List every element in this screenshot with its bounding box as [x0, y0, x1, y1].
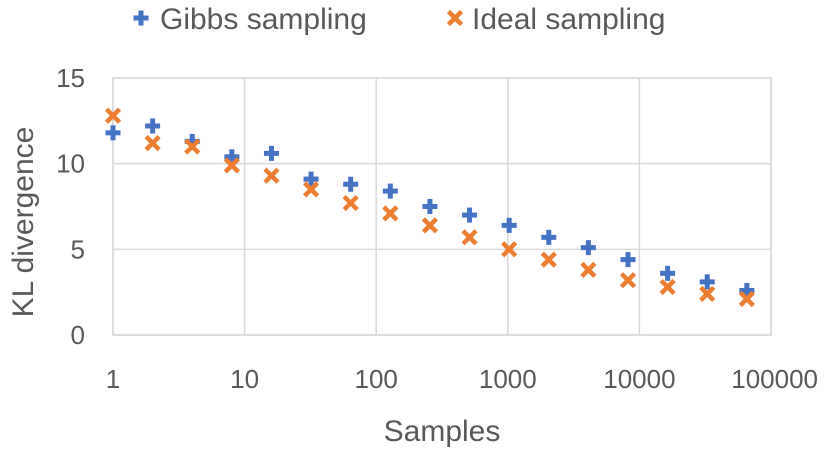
- gibbs-point: [224, 149, 240, 165]
- gibbs-point: [422, 199, 438, 214]
- legend: Gibbs sampling Ideal sampling: [133, 3, 665, 36]
- gibbs-point: [343, 176, 359, 192]
- gibbs-point: [462, 207, 478, 223]
- ideal-point: [263, 167, 280, 184]
- plot-area-border: [112, 77, 772, 336]
- gridlines: [112, 77, 772, 336]
- x-tick-label: 100: [355, 364, 398, 394]
- ideal-point: [421, 217, 439, 234]
- gibbs-point: [699, 274, 715, 290]
- legend-plus-icon: [133, 10, 149, 26]
- legend-item-gibbs: Gibbs sampling: [133, 3, 367, 36]
- x-tick-label: 1000: [479, 364, 537, 394]
- ideal-point: [104, 107, 122, 124]
- ideal-point: [659, 278, 676, 296]
- legend-x-icon: [446, 9, 464, 27]
- x-tick-label: 1: [106, 364, 120, 394]
- ideal-point: [501, 241, 518, 258]
- legend-label: Ideal sampling: [472, 3, 665, 36]
- gibbs-point: [145, 118, 161, 134]
- gibbs-point: [501, 217, 517, 233]
- gibbs-point: [303, 171, 319, 187]
- ideal-point: [738, 290, 755, 308]
- ideal-point: [184, 138, 201, 155]
- gibbs-point: [739, 282, 755, 298]
- ideal-point: [302, 181, 320, 198]
- legend-item-ideal: Ideal sampling: [446, 3, 665, 36]
- x-tick-label: 10: [230, 364, 259, 394]
- axes: 0 5 10 15 1 10 100 1000 10000 100000 Samples KL div…: [7, 63, 818, 448]
- y-tick-label: 0: [71, 320, 85, 350]
- x-axis-title: Samples: [384, 415, 501, 448]
- ideal-point: [223, 157, 240, 174]
- x-tick-label: 100000: [731, 364, 818, 394]
- y-axis-title: KL divergence: [7, 127, 40, 318]
- ideal-point: [144, 135, 161, 152]
- data-points: [104, 107, 755, 308]
- ideal-point: [580, 261, 597, 278]
- y-tick-label: 10: [56, 149, 85, 179]
- y-tick-label: 15: [56, 63, 85, 93]
- gibbs-point: [660, 265, 676, 281]
- x-tick-label: 10000: [603, 364, 675, 394]
- ideal-point: [461, 229, 478, 246]
- gibbs-point: [382, 183, 398, 199]
- ideal-point: [540, 251, 557, 268]
- legend-label: Gibbs sampling: [160, 3, 367, 36]
- gibbs-point: [263, 145, 279, 161]
- y-tick-label: 5: [71, 234, 85, 264]
- ideal-point: [699, 285, 716, 302]
- ideal-point: [619, 272, 637, 289]
- gibbs-point: [541, 229, 557, 245]
- gibbs-point: [105, 125, 121, 141]
- ideal-point: [382, 205, 399, 222]
- gibbs-point: [620, 252, 636, 268]
- gibbs-point: [184, 133, 200, 149]
- ideal-point: [342, 194, 359, 212]
- gibbs-point: [580, 240, 596, 256]
